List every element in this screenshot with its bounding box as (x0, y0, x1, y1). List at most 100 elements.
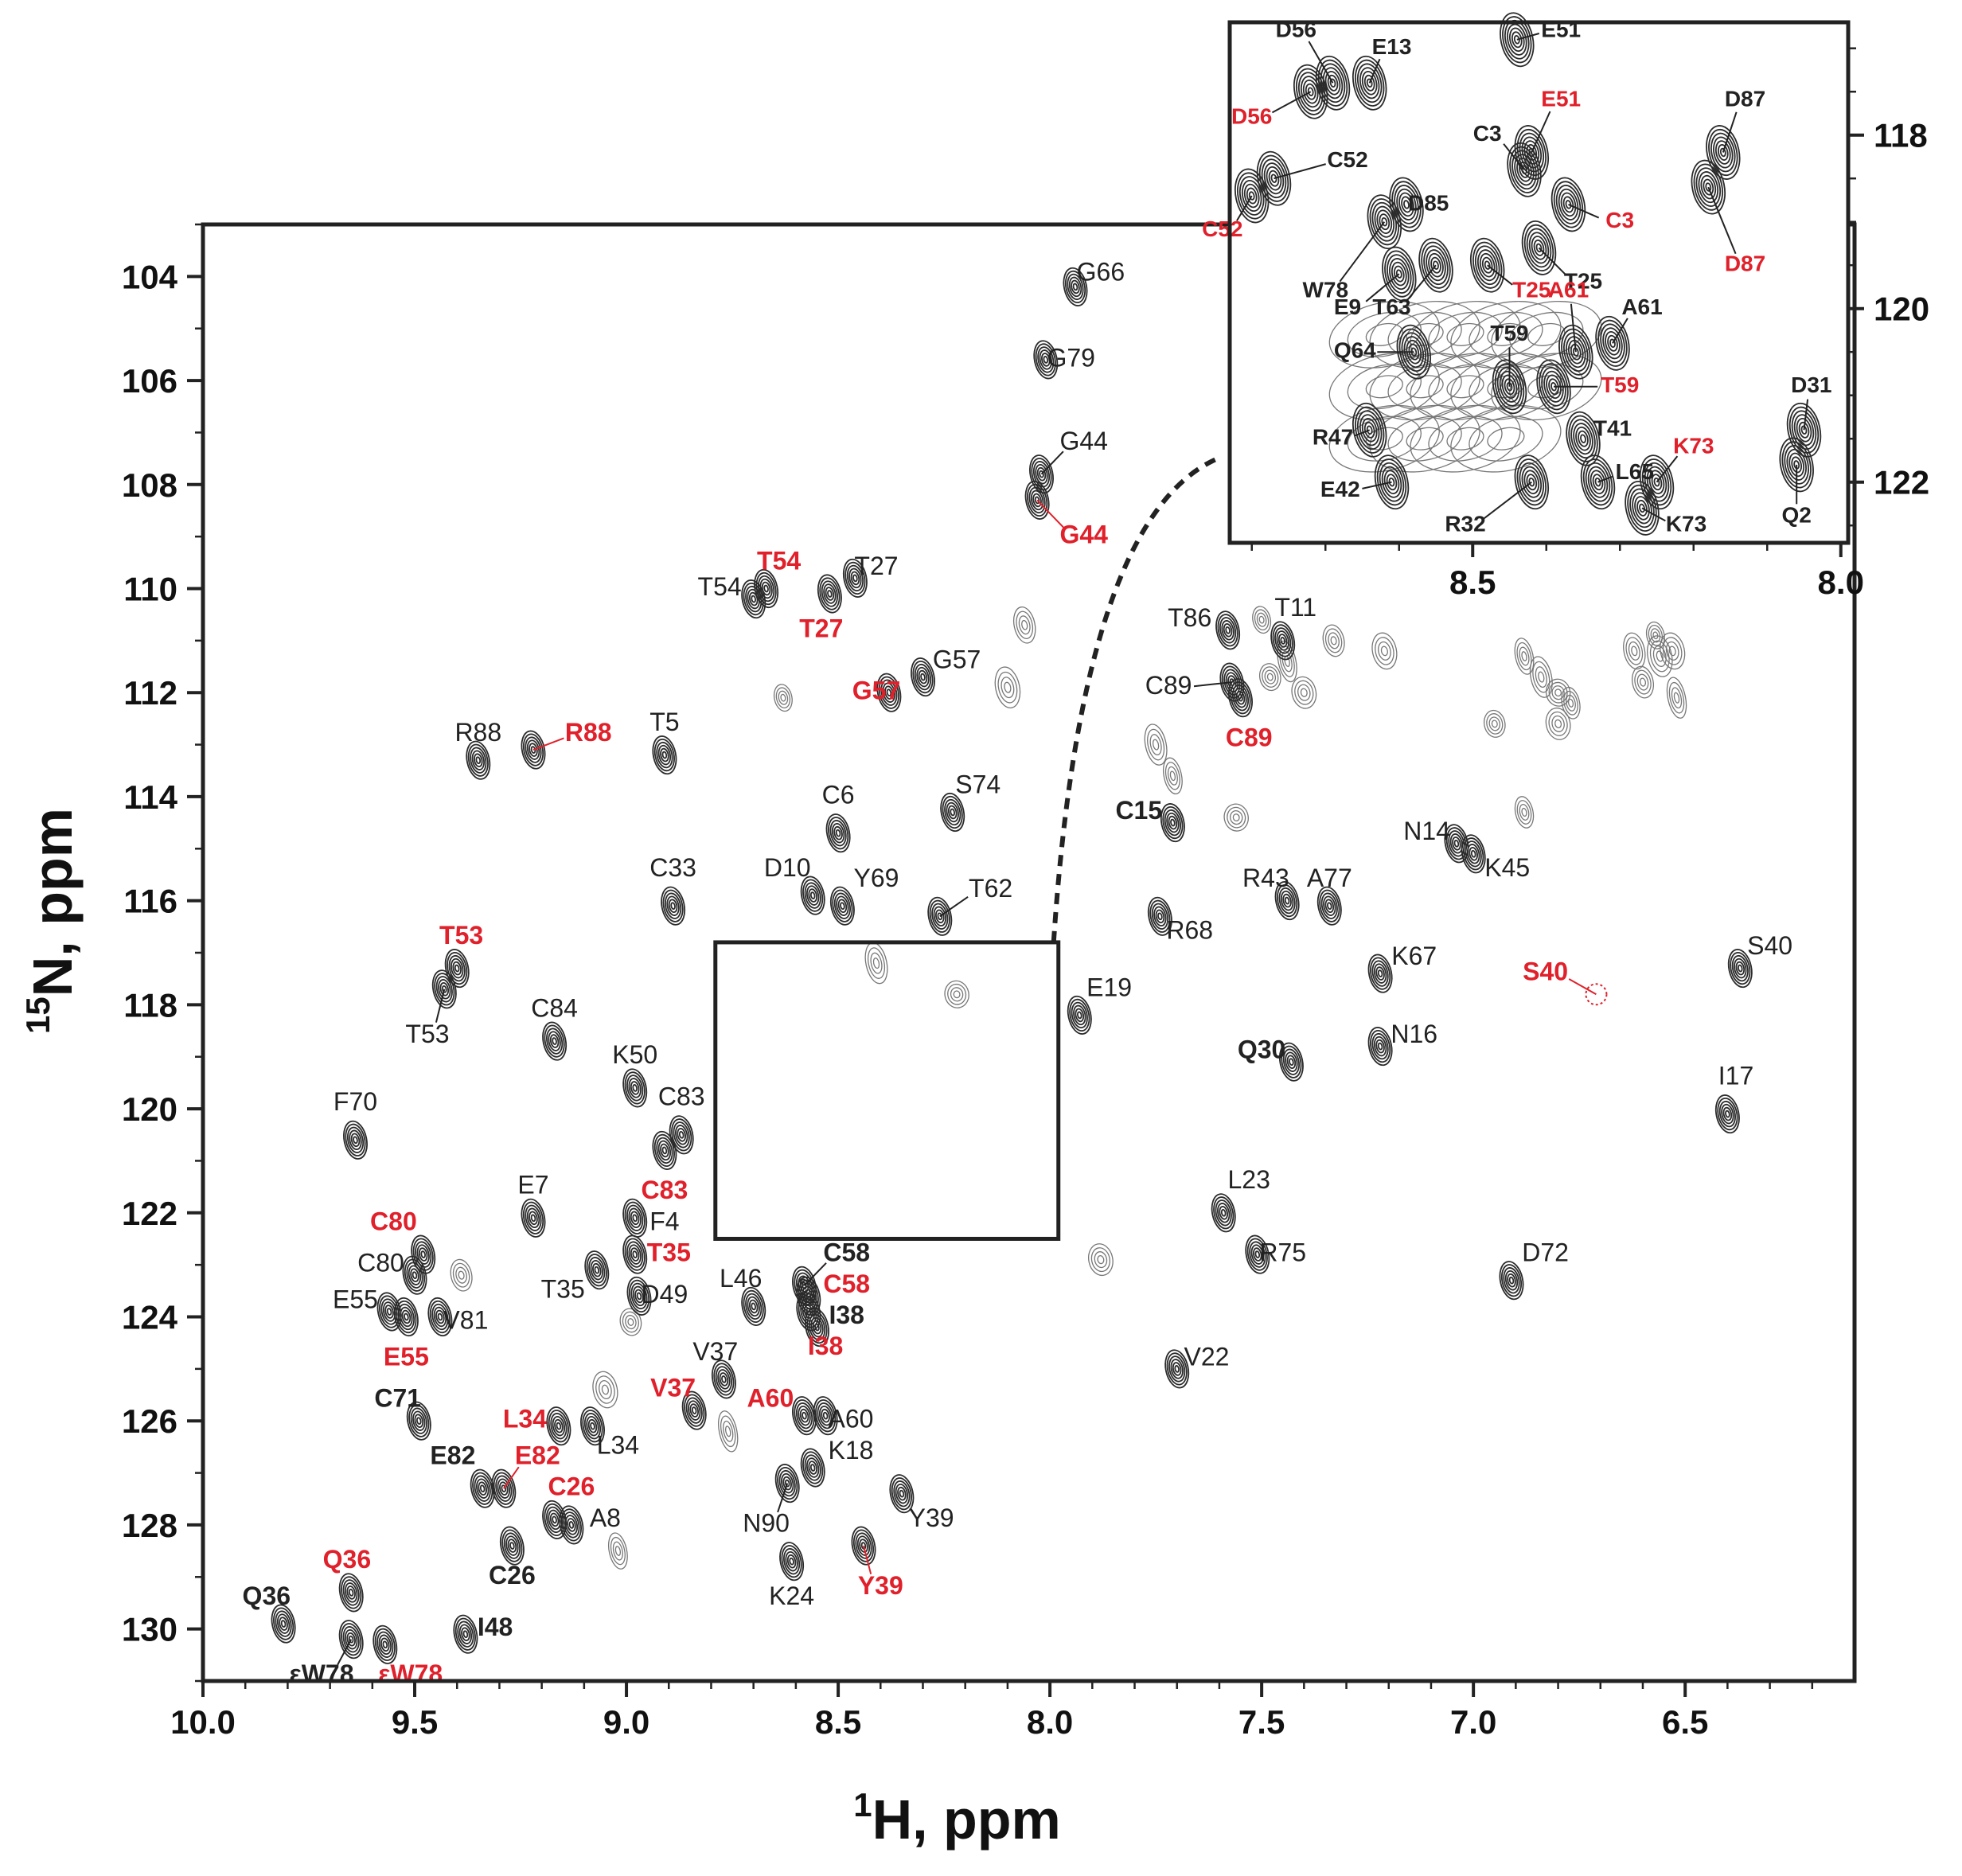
contour-level (1293, 64, 1328, 119)
contour-level (1554, 688, 1562, 697)
contour-level (525, 736, 542, 763)
inset-y-tick-label: 120 (1874, 291, 1929, 328)
peak-label: C15 (1115, 796, 1162, 825)
contour-level (1211, 1193, 1236, 1233)
peak-label: C58 (823, 1238, 870, 1267)
contour-level (1254, 1250, 1261, 1258)
main-axis-ticks: 10.0 9.5 9.0 8.5 8.0 7.5 7.0 6.5 104 106 108 110 112… (122, 223, 1814, 1741)
peak-label: E19 (1086, 973, 1132, 1001)
peak-label: F4 (649, 1207, 679, 1235)
contour-level (751, 1302, 756, 1311)
contour-level (1648, 625, 1664, 646)
contour-level (521, 1198, 546, 1238)
contour-level (685, 1397, 703, 1424)
contour-level (1469, 237, 1505, 293)
contour-level (1064, 270, 1086, 304)
contour-level (622, 1311, 639, 1333)
peak-label: G57 (852, 677, 900, 705)
inset-peak-contour (1779, 437, 1814, 493)
peak-label: S40 (1747, 931, 1792, 960)
contour-level (1563, 690, 1578, 716)
inset-y-tick-label: 118 (1874, 117, 1928, 154)
contour-level (1666, 677, 1687, 719)
contour-level (681, 1390, 707, 1430)
contour-level (1561, 328, 1591, 376)
contour-level (1315, 55, 1351, 111)
contour-level (931, 903, 949, 930)
contour-level (382, 1640, 388, 1649)
contour-level (546, 1028, 564, 1055)
contour-level (1632, 492, 1652, 525)
contour-level (1403, 336, 1425, 369)
contour-level (442, 985, 447, 993)
contour-level (1554, 719, 1562, 729)
contour-level (452, 961, 462, 976)
contour-level (1266, 673, 1274, 681)
contour-level (467, 743, 489, 777)
peak-label: K18 (829, 1436, 874, 1465)
peak-label: T53 (439, 921, 483, 950)
contour-level (1545, 678, 1571, 707)
contour-level (1232, 813, 1240, 822)
inset-peak-label: E13 (1372, 34, 1412, 59)
contour-level (1423, 245, 1449, 286)
contour-level (478, 1481, 487, 1496)
leader-line (1339, 221, 1386, 283)
contour-level (668, 899, 678, 913)
contour-level (1553, 181, 1584, 228)
leader-line (1568, 978, 1597, 996)
contour-level (1219, 617, 1237, 644)
contour-level (280, 1620, 287, 1628)
contour-level (1710, 132, 1736, 173)
contour-level (404, 1258, 426, 1292)
contour-level (1492, 359, 1527, 415)
contour-level (1375, 637, 1394, 665)
contour-level (835, 829, 841, 837)
contour-level (416, 1244, 430, 1265)
leader-line (1531, 111, 1551, 153)
contour-level (802, 1301, 815, 1322)
contour-level (630, 1282, 648, 1310)
contour-level (781, 1472, 794, 1494)
peak-label: D10 (764, 853, 811, 882)
contour-level (1406, 322, 1444, 346)
y-tick-label: 104 (122, 258, 178, 295)
contour-level (1562, 196, 1574, 213)
contour-level (666, 895, 680, 916)
contour-level (563, 1511, 580, 1539)
contour-level (342, 1626, 360, 1653)
contour-level (1623, 632, 1646, 670)
contour-level (1708, 128, 1738, 177)
contour-level (1465, 840, 1482, 868)
contour-level (530, 1214, 536, 1223)
contour-level (439, 982, 450, 997)
contour-level (1147, 896, 1172, 936)
peak-label: S74 (955, 770, 1001, 798)
inset-peak-contour (1691, 159, 1726, 215)
peak-label: C71 (374, 1384, 421, 1413)
contour-level (634, 1289, 644, 1304)
contour-level (1472, 241, 1503, 289)
contour-level (1248, 191, 1255, 201)
contour-level (607, 1532, 628, 1570)
contour-level (1532, 661, 1550, 693)
contour-level (406, 1262, 423, 1289)
peak-contour (711, 1359, 736, 1399)
leader-line (1354, 429, 1371, 437)
contour-level (1033, 340, 1059, 380)
y-axis-title-text: N, ppm (21, 808, 84, 997)
contour-level (1629, 488, 1655, 528)
peak-label: N14 (1403, 817, 1450, 845)
peak-label: A60 (747, 1384, 794, 1413)
inset-peak-contour (1550, 177, 1586, 232)
peak-label: G44 (1059, 427, 1107, 455)
peak-contour (825, 813, 851, 853)
y-tick-label: 124 (122, 1299, 178, 1336)
contour-level (1433, 260, 1439, 270)
contour-level (880, 679, 898, 706)
contour-level (1032, 493, 1042, 508)
contour-level (1382, 246, 1417, 302)
contour-level (1144, 723, 1168, 766)
contour-level (1470, 849, 1476, 858)
